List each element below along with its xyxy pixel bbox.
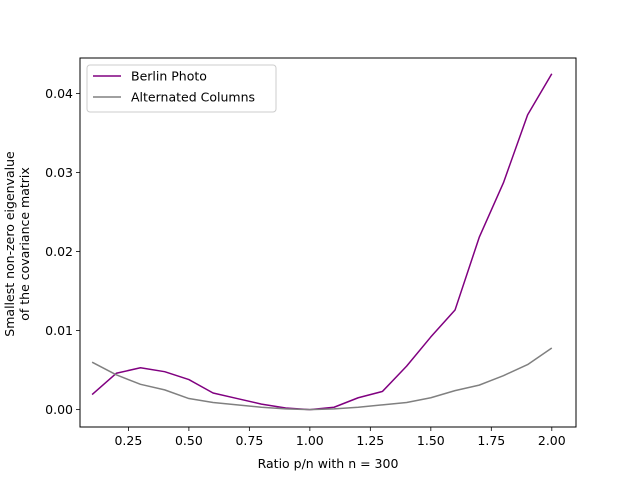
x-tick-label: 0.25 <box>114 433 142 448</box>
x-tick-label: 1.25 <box>356 433 384 448</box>
series-line-berlin-photo <box>91 73 553 411</box>
x-tick-label: 1.00 <box>296 433 324 448</box>
x-axis-label: Ratio p/n with n = 300 <box>258 456 399 471</box>
y-tick-label: 0.04 <box>45 86 73 101</box>
x-tick-label: 0.75 <box>235 433 263 448</box>
legend-label-berlin-photo: Berlin Photo <box>131 69 207 84</box>
legend: Berlin Photo Alternated Columns <box>86 64 277 113</box>
y-tick-label: 0.02 <box>45 244 73 259</box>
y-axis-label-line-2: of the covariance matrix <box>17 167 32 321</box>
x-tick-label: 2.00 <box>538 433 566 448</box>
legend-box <box>86 64 277 113</box>
plot-frame <box>79 57 577 428</box>
x-tick-label: 0.50 <box>175 433 203 448</box>
y-tick-label: 0.01 <box>45 323 73 338</box>
axis-ticks: 0.25 0.50 0.75 1.00 1.25 1.50 1.75 2.00 0.00 0.01… <box>45 86 566 448</box>
series-lines <box>91 73 553 411</box>
legend-label-alternated-columns: Alternated Columns <box>131 90 255 105</box>
y-axis-label-line-1: Smallest non-zero eigenvalue <box>2 151 17 337</box>
y-tick-label: 0.00 <box>45 402 73 417</box>
series-line-alternated-columns <box>91 347 553 411</box>
x-tick-label: 1.50 <box>417 433 445 448</box>
y-tick-label: 0.03 <box>45 165 73 180</box>
x-tick-label: 1.75 <box>477 433 505 448</box>
